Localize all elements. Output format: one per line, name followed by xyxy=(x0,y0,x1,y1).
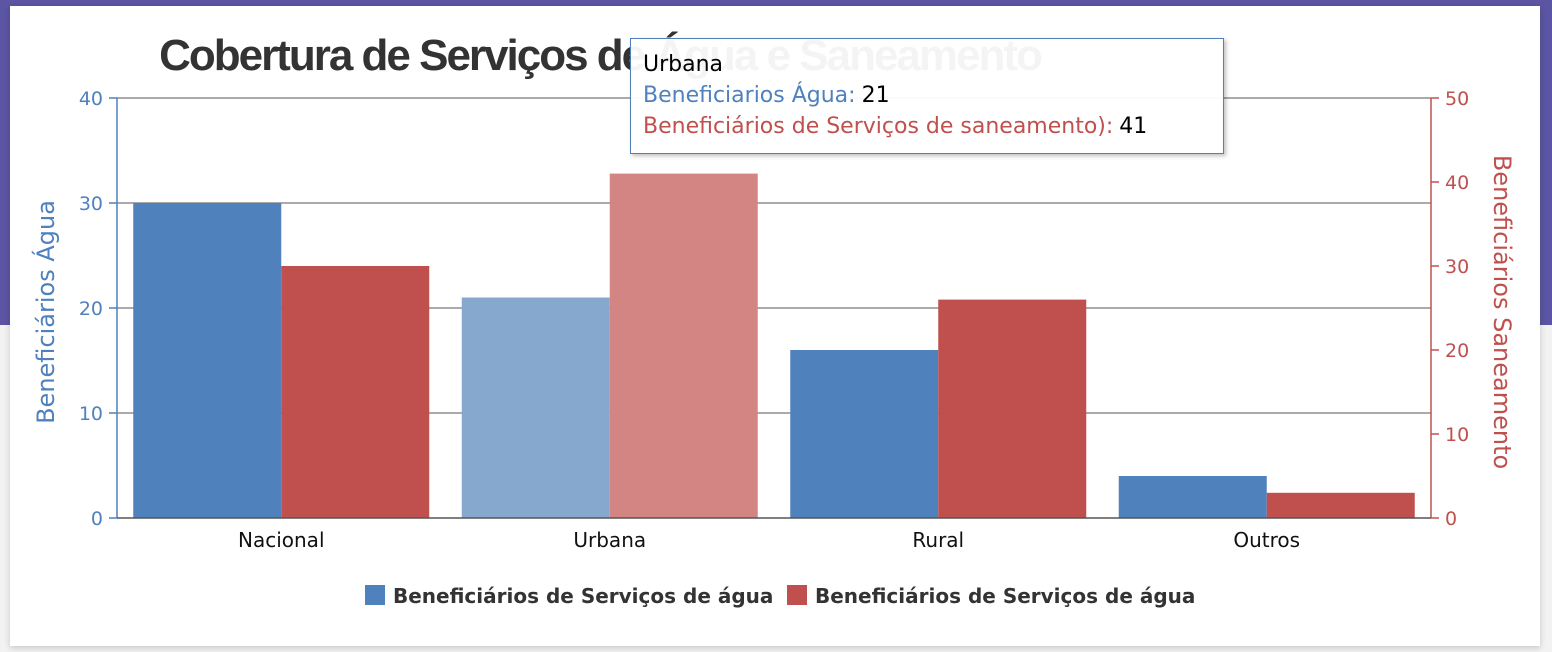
legend: Beneficiários de Serviços de água Benefic… xyxy=(365,584,1195,608)
bar-sanitation-urbana xyxy=(609,173,758,518)
left-axis-title: Beneficiários Água xyxy=(31,200,60,424)
right-tick-label: 40 xyxy=(1445,172,1469,194)
tooltip-sanitation-label: Beneficiários de Serviços de saneamento)… xyxy=(643,114,1114,139)
right-tick-label: 30 xyxy=(1445,256,1469,278)
right-tick-label: 10 xyxy=(1445,424,1469,446)
tooltip: Urbana Beneficiarios Água: 21 Beneficiári… xyxy=(630,38,1224,154)
category-label: Urbana xyxy=(573,528,646,552)
legend-label-water: Beneficiários de Serviços de água xyxy=(393,584,773,608)
bar-water-rural xyxy=(790,350,939,518)
category-label: Nacional xyxy=(238,528,325,552)
left-tick-label: 40 xyxy=(79,88,103,110)
left-tick-label: 0 xyxy=(91,508,103,530)
tooltip-sanitation-row: Beneficiários de Serviços de saneamento)… xyxy=(643,111,1213,142)
bar-water-urbana xyxy=(461,297,610,518)
tooltip-water-value: 21 xyxy=(861,83,890,108)
bar-sanitation-outros xyxy=(1266,492,1415,518)
bar-water-outros xyxy=(1118,476,1267,518)
category-labels: Nacional Urbana Rural Outros xyxy=(238,528,1300,552)
tooltip-sanitation-value: 41 xyxy=(1119,114,1148,139)
category-label: Outros xyxy=(1233,528,1300,552)
bar-water-nacional xyxy=(133,203,282,518)
bar-sanitation-nacional xyxy=(281,266,430,518)
bars xyxy=(133,173,1415,518)
right-tick-label: 20 xyxy=(1445,340,1469,362)
legend-swatch-water xyxy=(365,585,385,605)
tooltip-water-row: Beneficiarios Água: 21 xyxy=(643,80,1213,111)
right-tick-label: 0 xyxy=(1445,508,1457,530)
tick-labels: 0 10 20 30 40 0 10 20 30 40 50 xyxy=(79,88,1469,530)
category-label: Rural xyxy=(912,528,964,552)
legend-label-sanitation: Beneficiários de Serviços de água xyxy=(815,584,1195,608)
axes xyxy=(109,97,1439,519)
tooltip-water-label: Beneficiarios Água: xyxy=(643,83,856,108)
tooltip-title: Urbana xyxy=(643,52,724,77)
left-tick-label: 10 xyxy=(79,403,103,425)
bar-sanitation-rural xyxy=(938,299,1087,518)
right-tick-label: 50 xyxy=(1445,88,1469,110)
right-axis-title: Beneficiários Saneamento xyxy=(1488,155,1516,469)
left-tick-label: 30 xyxy=(79,193,103,215)
left-tick-label: 20 xyxy=(79,298,103,320)
legend-swatch-sanitation xyxy=(787,585,807,605)
